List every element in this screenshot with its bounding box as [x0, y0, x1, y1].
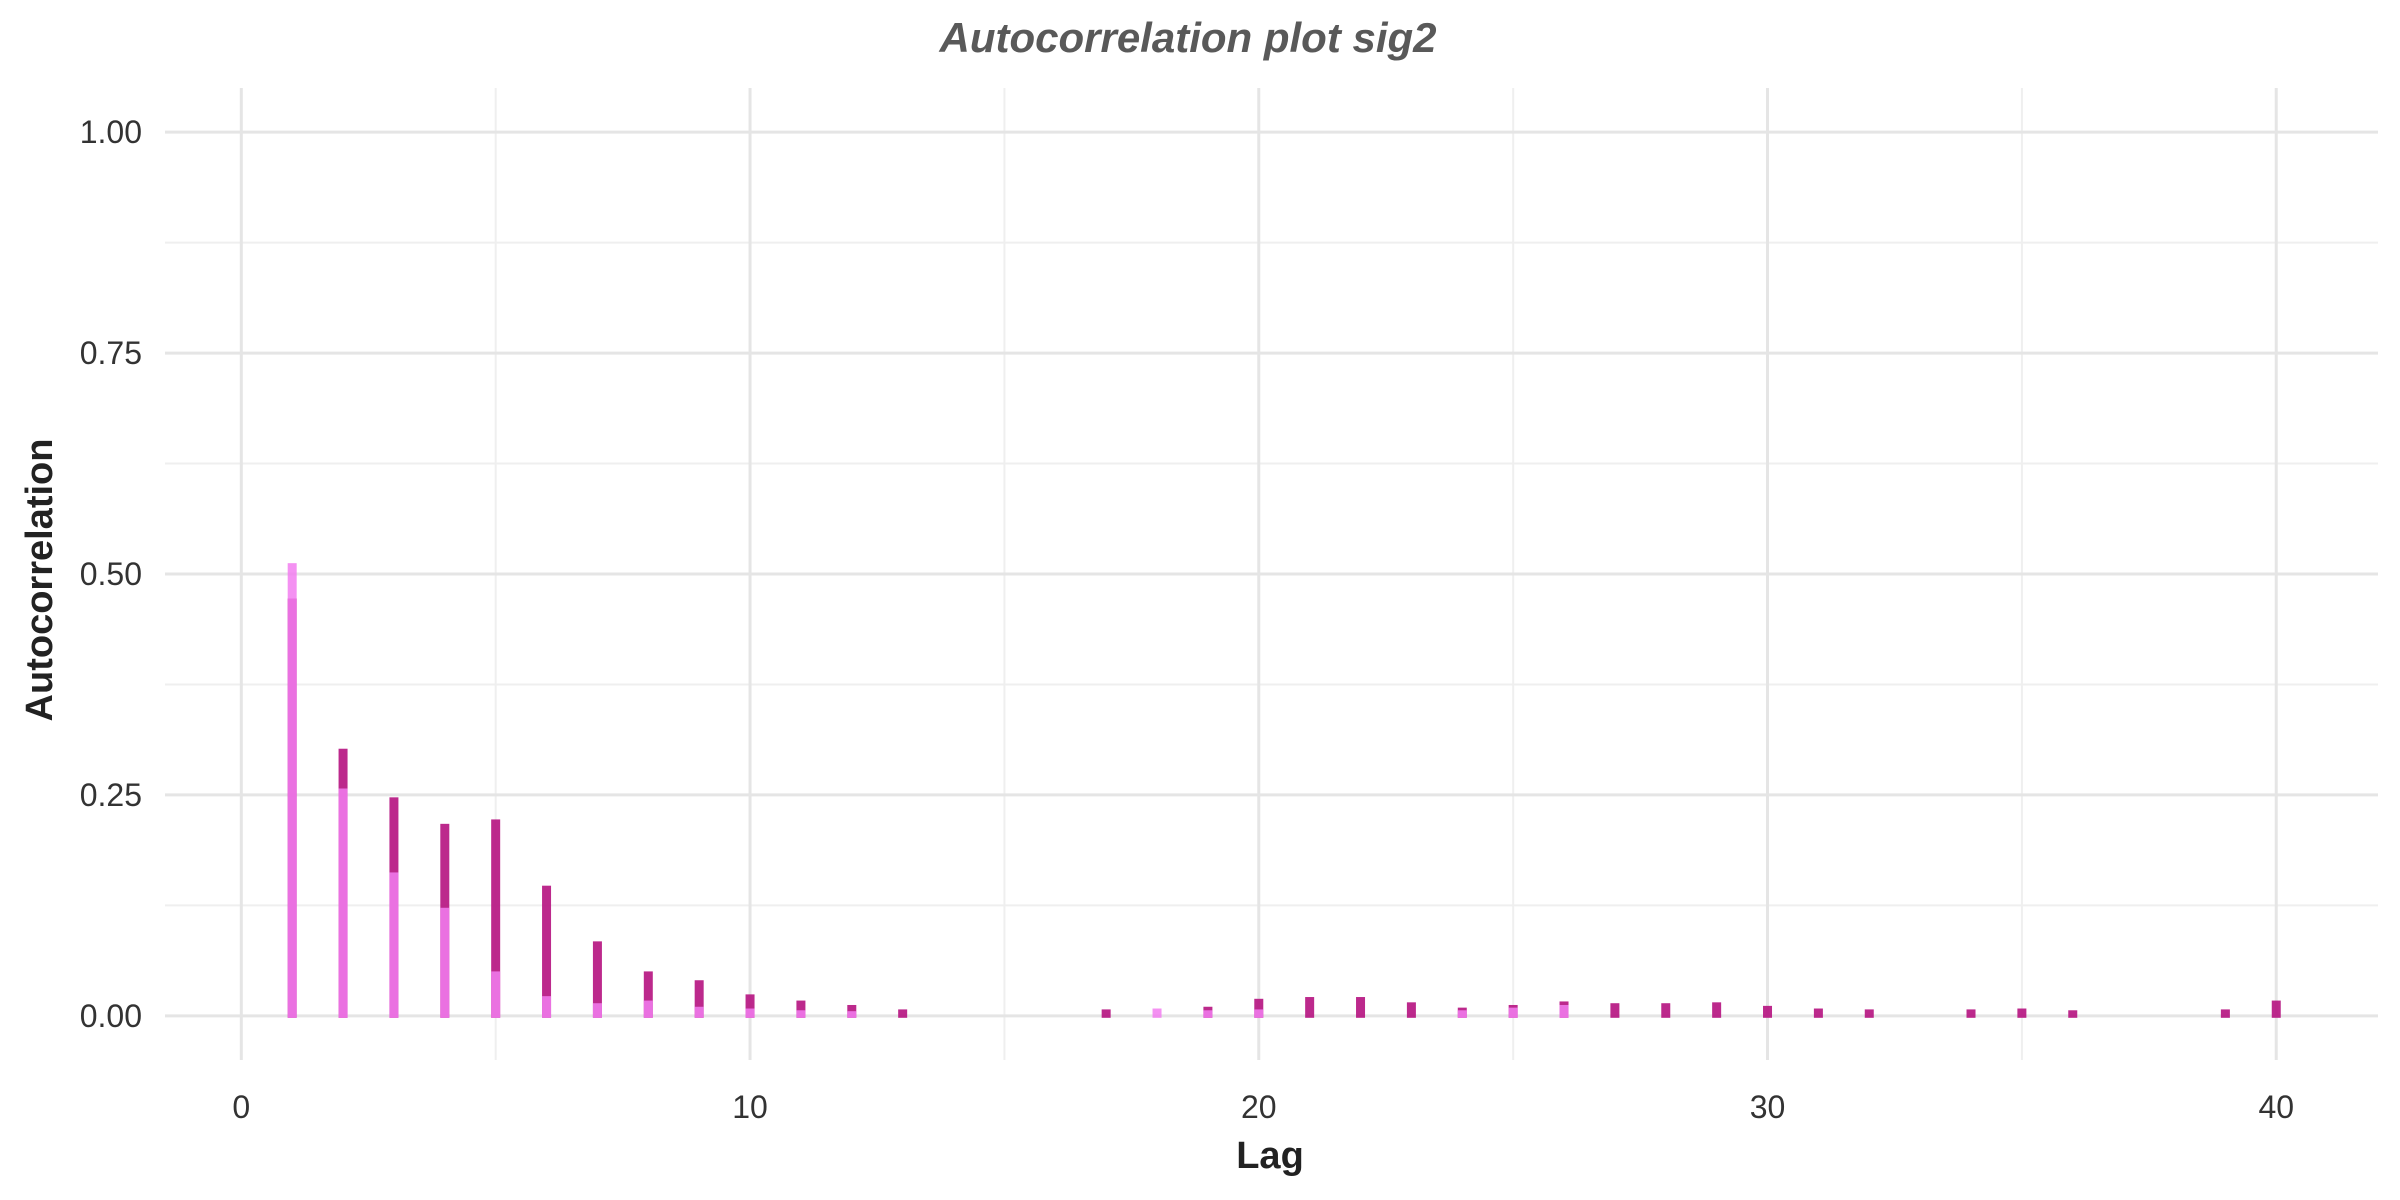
grid-lines — [165, 88, 2378, 1060]
x-axis-ticks: 0 10 20 30 40 — [232, 1089, 2294, 1125]
y-tick-label: 0.75 — [80, 335, 142, 371]
bar-series-1-lag-7 — [592, 941, 602, 1018]
chart-title: Autocorrelation plot sig2 — [938, 14, 1436, 61]
bar-series-1-lag-36 — [2068, 1010, 2078, 1018]
y-tick-label: 1.00 — [80, 114, 142, 150]
bar-series-2-lag-9 — [694, 1006, 704, 1018]
bar-series-1-lag-39 — [2220, 1009, 2230, 1018]
bar-series-1-lag-22 — [1356, 997, 1366, 1018]
bar-series-2-lag-25 — [1508, 1007, 1518, 1018]
bar-series-2-lag-12 — [847, 1011, 857, 1018]
bar-series-1-lag-8 — [643, 971, 653, 1018]
x-tick-label: 0 — [232, 1089, 250, 1125]
bar-series-2-lag-2 — [338, 788, 348, 1018]
x-tick-label: 30 — [1750, 1089, 1786, 1125]
bar-series-1-lag-34 — [1966, 1009, 1976, 1018]
bar-series-2-lag-18 — [1152, 1008, 1162, 1018]
bar-series-2-lag-11 — [796, 1010, 806, 1018]
y-tick-label: 0.25 — [80, 777, 142, 813]
bar-series-1-lag-10 — [745, 994, 755, 1018]
bar-series-2-lag-19 — [1203, 1010, 1213, 1018]
bar-series-1-lag-27 — [1610, 1003, 1620, 1018]
bar-series-1-lag-17 — [1101, 1009, 1111, 1018]
bar-series-2-lag-7 — [592, 1003, 602, 1018]
bar-series-1-lag-21 — [1305, 997, 1315, 1018]
bar-series-1-lag-31 — [1813, 1008, 1823, 1018]
x-tick-label: 40 — [2258, 1089, 2294, 1125]
bar-series-2-lag-6 — [542, 996, 552, 1018]
y-tick-label: 0.50 — [80, 556, 142, 592]
bar-series-1-lag-20 — [1254, 998, 1264, 1018]
bar-series-1-lag-40 — [2271, 1000, 2281, 1018]
bar-series-2-lag-8 — [643, 1000, 653, 1018]
bar-series-2-lag-10 — [745, 1008, 755, 1018]
bar-series-1-lag-6 — [542, 885, 552, 1018]
bar-series-2-lag-4 — [440, 907, 450, 1018]
bar-series-1-lag-29 — [1712, 1002, 1722, 1018]
y-axis-ticks: 0.00 0.25 0.50 0.75 1.00 — [80, 114, 142, 1034]
bar-series-1-lag-28 — [1661, 1003, 1671, 1018]
bar-series-1-lag-13 — [898, 1009, 908, 1018]
bar-series-2-lag-3 — [389, 872, 399, 1018]
bar-series-1-lag-32 — [1864, 1009, 1874, 1018]
x-tick-label: 10 — [732, 1089, 768, 1125]
bar-series-2-lag-26 — [1559, 1004, 1569, 1018]
bar-series-1-lag-11 — [796, 1000, 806, 1018]
bar-series-1-lag-9 — [694, 980, 704, 1018]
bar-series-2-lag-5 — [491, 971, 501, 1018]
x-tick-label: 20 — [1241, 1089, 1277, 1125]
bar-series-2-lag-1 — [287, 563, 297, 1018]
bar-series-1-lag-5 — [491, 819, 501, 1018]
bar-series-1-lag-35 — [2017, 1008, 2027, 1018]
y-axis-label: Autocorrelation — [19, 439, 61, 722]
x-axis-label: Lag — [1236, 1135, 1304, 1177]
y-tick-label: 0.00 — [80, 998, 142, 1034]
bars — [287, 563, 2281, 1018]
bar-series-1-lag-23 — [1406, 1002, 1416, 1018]
bar-series-1-lag-30 — [1763, 1005, 1773, 1018]
bar-series-2-lag-24 — [1457, 1010, 1467, 1018]
bar-series-2-lag-20 — [1254, 1009, 1264, 1018]
